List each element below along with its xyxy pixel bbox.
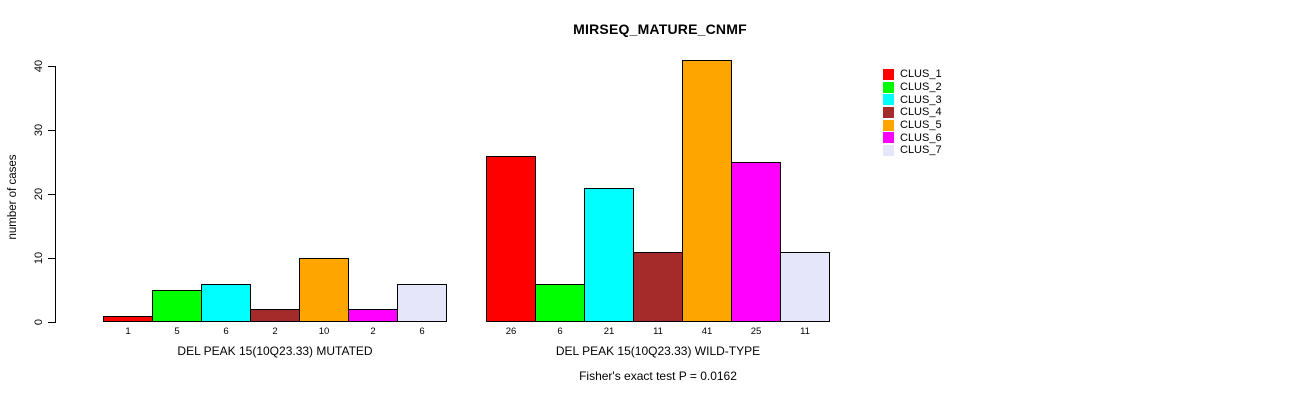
legend-label: CLUS_2 bbox=[900, 81, 942, 94]
legend-item: CLUS_4 bbox=[883, 106, 942, 119]
bar-value-label: 26 bbox=[505, 326, 517, 337]
bar-value-label: 2 bbox=[370, 326, 376, 337]
y-axis-title: number of cases bbox=[7, 154, 19, 240]
legend-swatch bbox=[883, 81, 894, 93]
legend-swatch bbox=[883, 68, 894, 80]
bar-value-label: 11 bbox=[800, 326, 810, 337]
legend-label: CLUS_3 bbox=[900, 93, 942, 106]
legend-swatch bbox=[883, 144, 894, 156]
x-axis-group-label-wild-type: DEL PEAK 15(10Q23.33) WILD-TYPE bbox=[555, 344, 761, 358]
bar-clus_1-wild-type bbox=[486, 155, 536, 322]
bar-value-label: 5 bbox=[174, 326, 180, 337]
y-axis-tick-label: 0 bbox=[33, 318, 45, 326]
bar-value-label: 10 bbox=[318, 326, 330, 337]
legend-label: CLUS_4 bbox=[900, 106, 942, 119]
y-axis-tick bbox=[48, 130, 55, 131]
bar-clus_4-wild-type bbox=[633, 251, 683, 322]
legend-swatch bbox=[883, 119, 894, 131]
y-axis-tick bbox=[48, 258, 55, 259]
bar-clus_2-wild-type bbox=[535, 283, 585, 322]
legend-swatch bbox=[883, 132, 894, 144]
legend-label: CLUS_6 bbox=[900, 131, 942, 144]
legend-item: CLUS_3 bbox=[883, 93, 942, 106]
bar-value-label: 6 bbox=[223, 326, 229, 337]
legend: CLUS_1 CLUS_2 CLUS_3 CLUS_4 CLUS_5 CLUS_6 CLUS… bbox=[883, 68, 942, 157]
bar-value-label: 6 bbox=[557, 326, 563, 337]
y-axis-tick bbox=[48, 322, 55, 323]
bar-clus_3-wild-type bbox=[584, 187, 634, 322]
y-axis-tick-label: 30 bbox=[33, 123, 45, 137]
bar-clus_1-mutated bbox=[103, 315, 153, 322]
legend-label: CLUS_7 bbox=[900, 144, 942, 157]
bar-value-label: 2 bbox=[272, 326, 278, 337]
bar-clus_5-mutated bbox=[299, 258, 349, 322]
bar-value-label: 21 bbox=[603, 326, 615, 337]
legend-swatch bbox=[883, 94, 894, 106]
fisher-test-annotation: Fisher's exact test P = 0.0162 bbox=[579, 369, 737, 383]
legend-item: CLUS_2 bbox=[883, 81, 942, 94]
legend-item: CLUS_7 bbox=[883, 144, 942, 157]
legend-item: CLUS_5 bbox=[883, 119, 942, 132]
y-axis-tick-label: 10 bbox=[33, 251, 45, 265]
bar-clus_3-mutated bbox=[201, 283, 251, 322]
bar-value-label: 25 bbox=[750, 326, 762, 337]
x-axis-group-label-mutated: DEL PEAK 15(10Q23.33) MUTATED bbox=[177, 344, 373, 358]
bar-clus_7-mutated bbox=[397, 283, 447, 322]
legend-label: CLUS_5 bbox=[900, 119, 942, 132]
chart-title: MIRSEQ_MATURE_CNMF bbox=[573, 21, 747, 37]
bar-clus_6-mutated bbox=[348, 309, 398, 322]
bar-clus_6-wild-type bbox=[731, 162, 781, 322]
y-axis-tick bbox=[48, 194, 55, 195]
bar-value-label: 6 bbox=[419, 326, 425, 337]
legend-swatch bbox=[883, 106, 894, 118]
legend-item: CLUS_6 bbox=[883, 131, 942, 144]
y-axis-tick-label: 40 bbox=[33, 59, 45, 73]
bar-value-label: 11 bbox=[653, 326, 663, 337]
bar-clus_7-wild-type bbox=[780, 251, 830, 322]
bar-value-label: 1 bbox=[125, 326, 131, 337]
bar-clus_4-mutated bbox=[250, 309, 300, 322]
bar-clus_5-wild-type bbox=[682, 59, 732, 322]
y-axis-tick bbox=[48, 66, 55, 67]
legend-label: CLUS_1 bbox=[900, 68, 942, 81]
bar-value-label: 41 bbox=[701, 326, 713, 337]
bar-clus_2-mutated bbox=[152, 290, 202, 322]
y-axis-line bbox=[55, 66, 56, 323]
y-axis-tick-label: 20 bbox=[33, 187, 45, 201]
legend-item: CLUS_1 bbox=[883, 68, 942, 81]
